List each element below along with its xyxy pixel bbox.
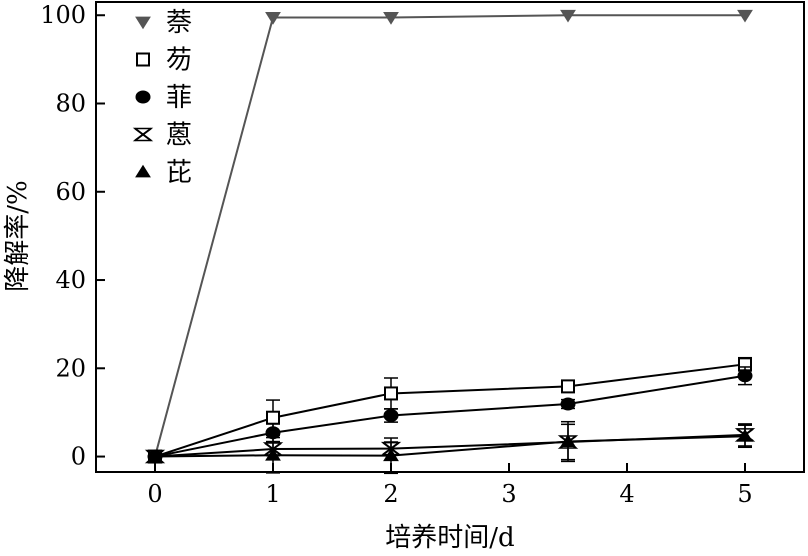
data-point <box>560 9 576 23</box>
data-point <box>737 369 753 383</box>
y-tick-label: 40 <box>55 266 86 294</box>
data-point <box>383 12 399 25</box>
legend-label: 芘 <box>166 158 192 188</box>
data-point <box>561 379 575 394</box>
data-point <box>383 409 399 423</box>
series-layer <box>144 9 756 475</box>
data-point <box>384 386 398 401</box>
legend-entry-1: 芴 <box>136 46 192 76</box>
y-tick-label: 80 <box>55 90 86 118</box>
x-tick-label: 4 <box>619 480 634 508</box>
data-point <box>265 12 281 25</box>
x-tick-label: 1 <box>265 480 280 508</box>
data-point <box>147 449 163 462</box>
axis-ticks: 0 1 2 3 4 5 0 20 40 60 80 100 <box>40 1 752 508</box>
data-point <box>737 9 753 23</box>
legend-label: 萘 <box>166 8 192 38</box>
legend-entry-3: 蒽 <box>132 121 192 151</box>
legend-label: 蒽 <box>166 121 192 151</box>
legend-marker <box>135 90 151 104</box>
series-0 <box>147 9 753 464</box>
data-point <box>737 429 753 442</box>
x-tick-label: 3 <box>501 480 516 508</box>
y-tick-label: 100 <box>40 1 86 29</box>
legend-entry-4: 芘 <box>135 158 192 188</box>
legend-marker <box>135 16 151 30</box>
data-point <box>266 410 280 425</box>
x-tick-label: 0 <box>147 480 162 508</box>
marker-outline <box>380 441 402 456</box>
data-point <box>265 426 281 440</box>
data-point <box>383 448 399 462</box>
plot-frame <box>95 1 805 473</box>
legend-marker <box>132 127 154 142</box>
series-2 <box>147 366 753 464</box>
legend-label: 菲 <box>166 83 192 113</box>
data-point <box>265 447 281 461</box>
data-point <box>560 434 576 447</box>
legend-entry-0: 萘 <box>135 8 192 38</box>
legend-label: 芴 <box>166 46 192 76</box>
legend-entry-2: 菲 <box>135 83 192 113</box>
series-line <box>154 363 746 458</box>
series-4 <box>147 420 753 475</box>
y-tick-label: 60 <box>55 178 86 206</box>
data-point <box>560 397 576 411</box>
legend-marker <box>135 164 151 178</box>
series-line <box>154 374 746 458</box>
x-tick-label: 2 <box>383 480 398 508</box>
y-tick-label: 20 <box>55 354 86 382</box>
x-axis-label: 培养时间/d <box>385 523 514 553</box>
y-axis-label: 降解率/% <box>3 180 33 291</box>
marker-outline <box>132 127 154 142</box>
x-tick-label: 5 <box>737 480 752 508</box>
legend-marker <box>136 52 150 67</box>
y-tick-label: 0 <box>71 443 86 471</box>
